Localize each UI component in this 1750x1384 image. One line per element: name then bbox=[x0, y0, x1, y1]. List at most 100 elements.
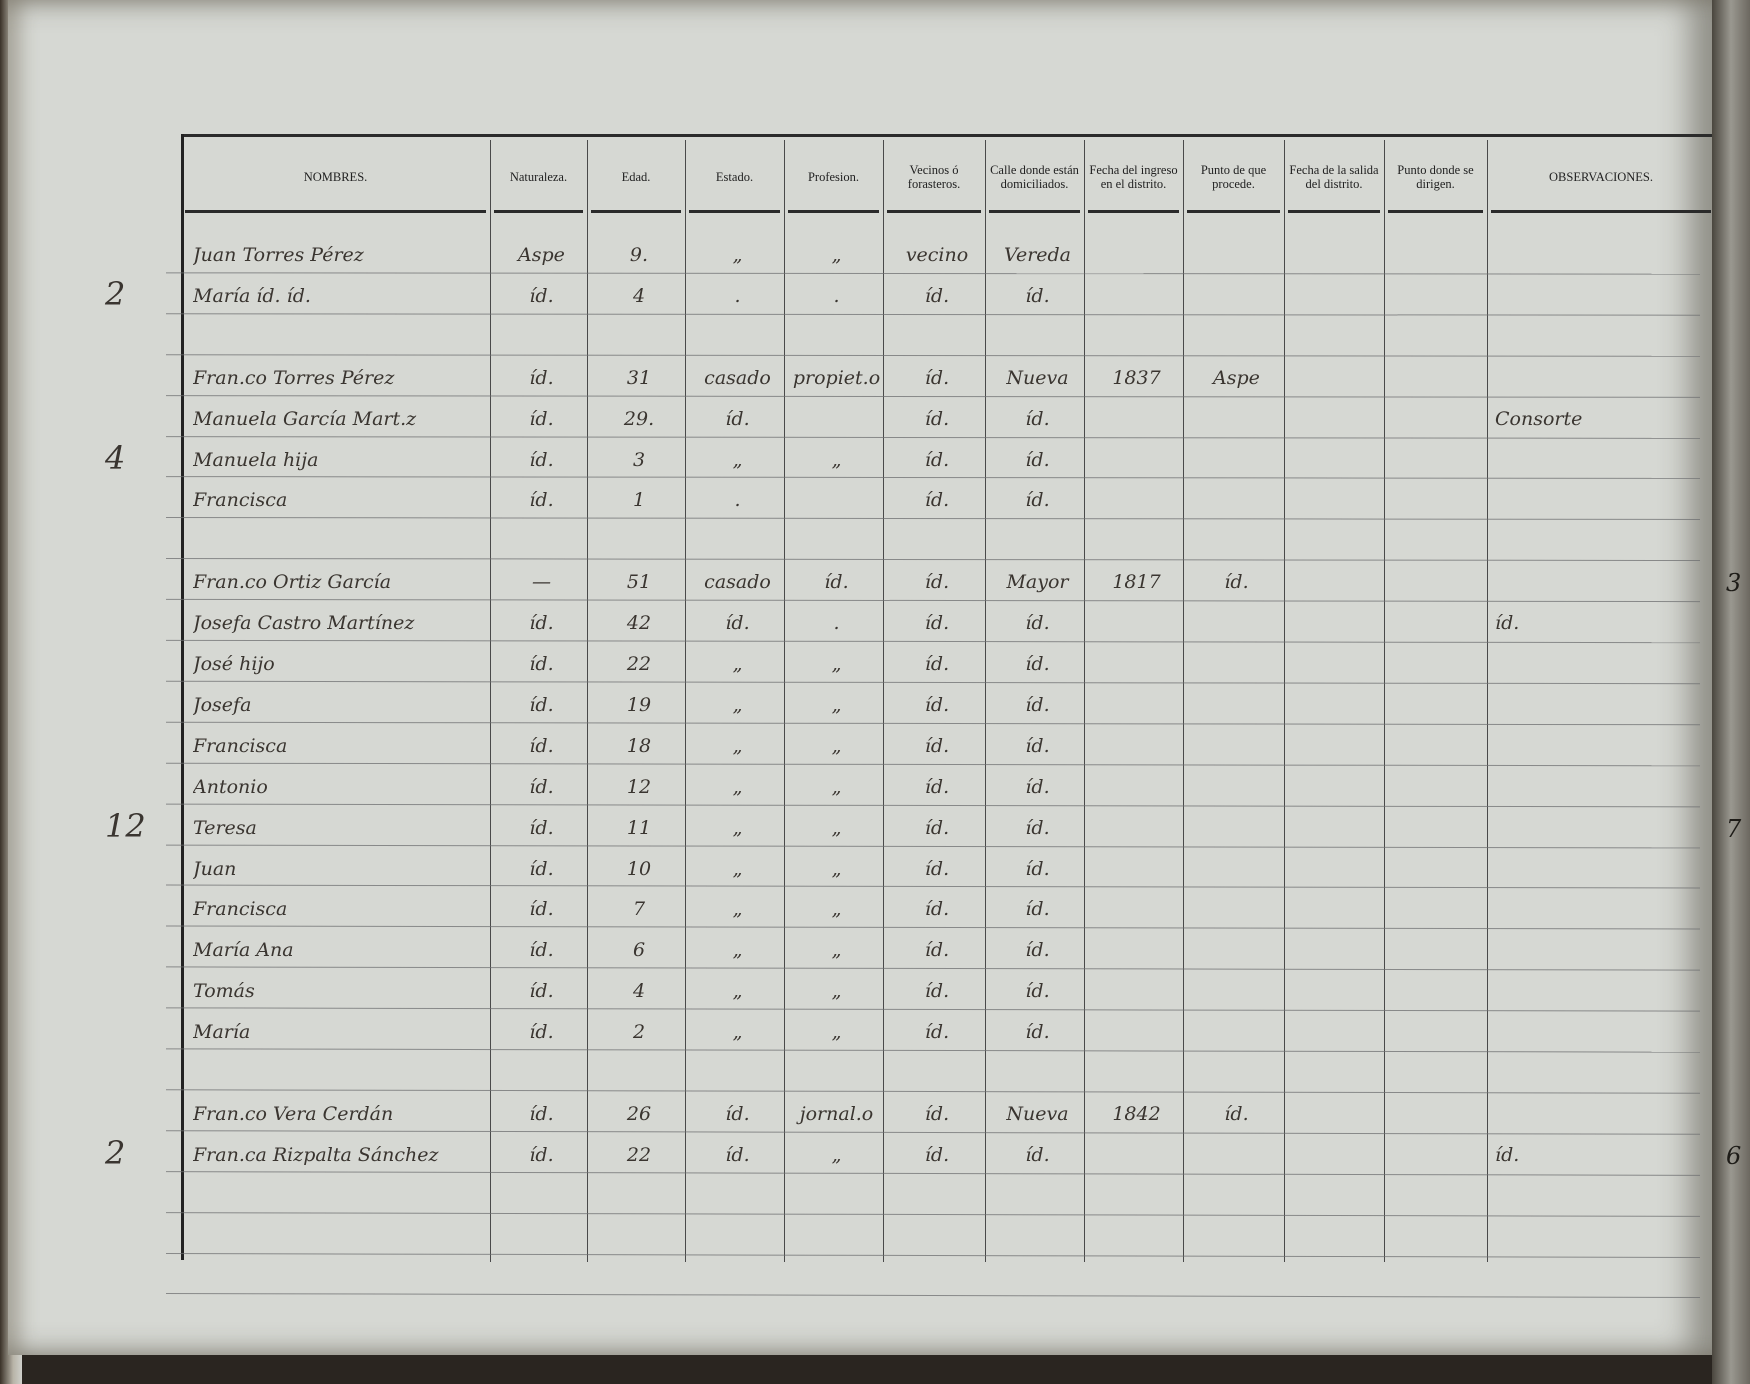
cell-profesion: „ bbox=[831, 775, 842, 798]
cell-naturaleza: íd. bbox=[529, 653, 554, 675]
cell-profesion: „ bbox=[831, 816, 842, 839]
cell-naturaleza: íd. bbox=[529, 980, 554, 1003]
cell-naturaleza: íd. bbox=[529, 612, 554, 635]
next-page-mark: 7 bbox=[1726, 814, 1742, 843]
cell-edad: 4 bbox=[632, 980, 646, 1003]
cell-profesion: . bbox=[833, 284, 840, 307]
row-rule bbox=[166, 1293, 1700, 1299]
cell-edad: 3 bbox=[632, 448, 646, 471]
cell-vecinos: íd. bbox=[924, 816, 950, 839]
census-table: NOMBRES. Naturaleza. Edad. Estado. Profesion… bbox=[165, 134, 1715, 1299]
cell-estado: „ bbox=[732, 448, 743, 471]
cell-profesion: „ bbox=[831, 857, 842, 880]
table-left-rule bbox=[181, 134, 184, 1260]
cell-estado: íd. bbox=[725, 407, 750, 430]
column-rule bbox=[1084, 140, 1085, 1262]
row-rule bbox=[166, 721, 1700, 726]
cell-profesion: „ bbox=[831, 653, 842, 675]
row-rule bbox=[166, 1048, 1700, 1053]
header-rule bbox=[1187, 210, 1280, 213]
cell-vecinos: íd. bbox=[924, 1143, 950, 1166]
header-fecha-ingreso: Fecha del ingreso en el distrito. bbox=[1089, 163, 1178, 191]
cell-edad: 29. bbox=[623, 407, 655, 430]
cell-naturaleza: — bbox=[532, 571, 551, 594]
cell-naturaleza: íd. bbox=[529, 284, 554, 307]
cell-naturaleza: íd. bbox=[529, 939, 554, 962]
cell-estado: . bbox=[734, 489, 741, 512]
cell-vecinos: íd. bbox=[924, 980, 950, 1003]
cell-calle: íd. bbox=[1025, 407, 1050, 430]
cell-naturaleza: íd. bbox=[529, 898, 554, 921]
row-rule bbox=[166, 966, 1700, 971]
cell-estado: „ bbox=[732, 775, 743, 798]
cell-estado: . bbox=[734, 284, 741, 307]
cell-profesion: „ bbox=[831, 1143, 842, 1166]
cell-calle: íd. bbox=[1025, 612, 1050, 635]
cell-naturaleza: íd. bbox=[529, 816, 554, 839]
cell-profesion: jornal.o bbox=[799, 1102, 874, 1125]
cell-calle: íd. bbox=[1025, 653, 1050, 675]
cell-profesion: „ bbox=[831, 898, 842, 921]
cell-calle: íd. bbox=[1025, 939, 1050, 962]
cell-nombres: Josefa Castro Martínez bbox=[193, 612, 415, 635]
cell-vecinos: íd. bbox=[924, 1102, 950, 1125]
header-rule bbox=[591, 210, 681, 213]
cell-estado: „ bbox=[732, 980, 743, 1003]
column-rule bbox=[784, 140, 785, 1262]
cell-edad: 31 bbox=[626, 366, 652, 389]
cell-estado: „ bbox=[732, 898, 743, 921]
row-rule bbox=[166, 1007, 1700, 1012]
cell-calle: íd. bbox=[1025, 1143, 1050, 1166]
header-rule bbox=[185, 210, 486, 213]
row-rule bbox=[165, 435, 1701, 439]
cell-edad: 19 bbox=[626, 693, 652, 716]
cell-vecinos: íd. bbox=[924, 939, 950, 962]
register-page: NOMBRES. Naturaleza. Edad. Estado. Profesion… bbox=[8, 0, 1720, 1355]
cell-edad: 42 bbox=[626, 612, 652, 635]
cell-estado: „ bbox=[732, 857, 743, 880]
cell-nombres: María íd. íd. bbox=[193, 284, 311, 307]
cell-observaciones: Consorte bbox=[1495, 407, 1583, 430]
cell-edad: 22 bbox=[626, 653, 652, 675]
header-rule bbox=[887, 210, 981, 213]
cell-edad: 22 bbox=[626, 1143, 652, 1166]
cell-vecinos: íd. bbox=[924, 284, 950, 307]
cell-edad: 26 bbox=[626, 1102, 652, 1125]
cell-estado: „ bbox=[732, 693, 743, 716]
header-profesion: Profesion. bbox=[807, 170, 860, 184]
cell-edad: 12 bbox=[626, 775, 652, 798]
cell-vecinos: vecino bbox=[905, 244, 969, 266]
cell-estado: „ bbox=[732, 734, 743, 757]
row-rule bbox=[165, 476, 1700, 480]
column-rule bbox=[1487, 140, 1488, 1262]
header-rule bbox=[1288, 210, 1380, 213]
next-page-mark: 3 bbox=[1726, 569, 1742, 598]
household-count: 2 bbox=[105, 1133, 126, 1172]
cell-punto-procede: Aspe bbox=[1213, 366, 1260, 389]
cell-calle: íd. bbox=[1025, 1021, 1050, 1044]
cell-estado: casado bbox=[704, 571, 771, 594]
cell-calle: Nueva bbox=[1006, 1102, 1069, 1125]
cell-naturaleza: íd. bbox=[529, 693, 554, 716]
header-rule bbox=[989, 210, 1080, 213]
cell-nombres: Francisca bbox=[193, 898, 288, 921]
cell-naturaleza: íd. bbox=[529, 775, 554, 798]
row-rule bbox=[166, 803, 1700, 807]
cell-edad: 11 bbox=[626, 816, 652, 839]
cell-estado: íd. bbox=[725, 612, 750, 635]
row-rule bbox=[166, 680, 1700, 685]
header-nombres: NOMBRES. bbox=[303, 170, 368, 184]
cell-profesion: propiet.o bbox=[792, 366, 881, 389]
row-rule bbox=[166, 925, 1700, 930]
cell-vecinos: íd. bbox=[924, 489, 950, 512]
row-rule bbox=[166, 639, 1700, 644]
cell-calle: íd. bbox=[1025, 980, 1050, 1003]
cell-calle: Mayor bbox=[1006, 571, 1069, 594]
cell-nombres: Manuela hija bbox=[193, 448, 319, 471]
cell-profesion: „ bbox=[831, 693, 842, 716]
cell-edad: 4 bbox=[632, 284, 646, 307]
cell-profesion: „ bbox=[831, 980, 842, 1003]
header-rule bbox=[788, 210, 879, 213]
cell-vecinos: íd. bbox=[924, 653, 950, 675]
household-count: 2 bbox=[105, 274, 126, 313]
